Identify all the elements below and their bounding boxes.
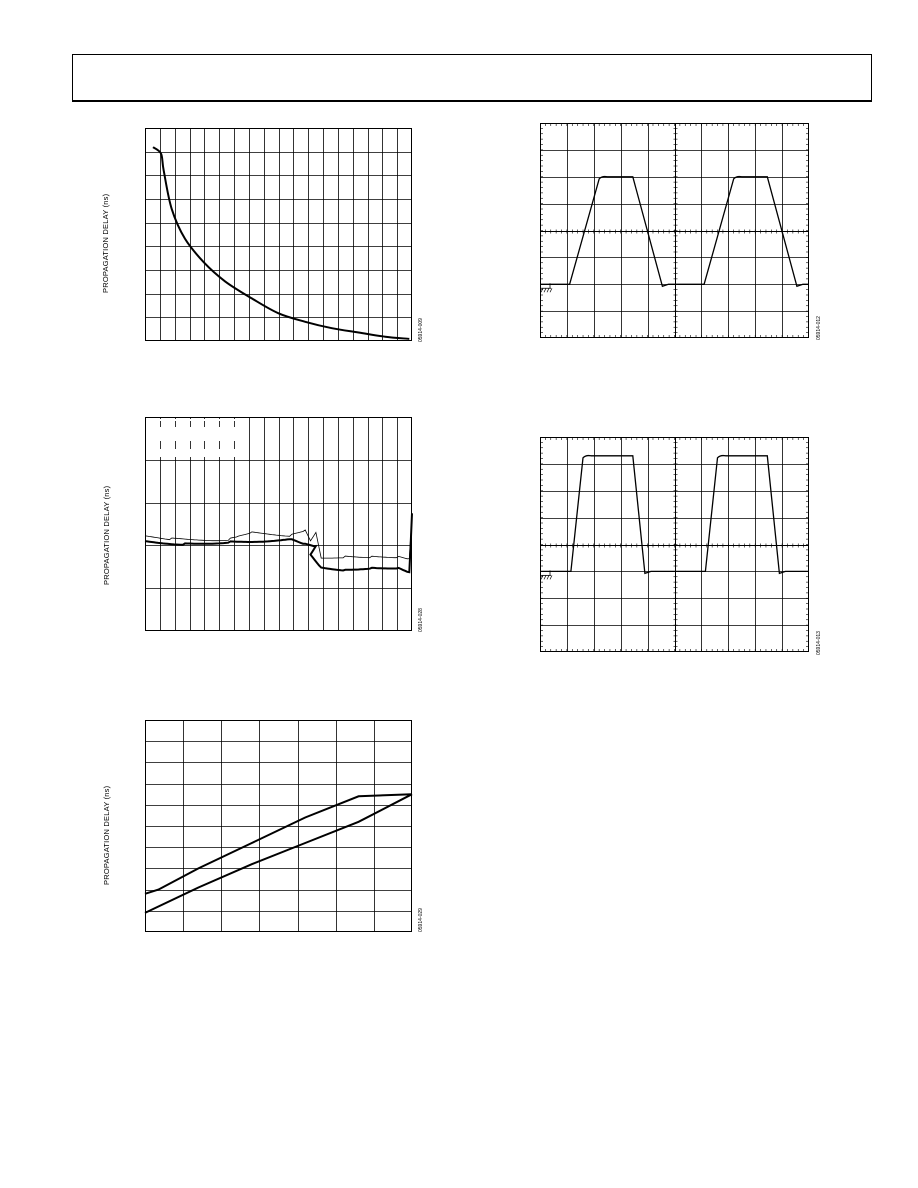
ground-icon-hatch: [546, 288, 550, 293]
series-line: [144, 793, 413, 914]
figure-number: 05914-012: [816, 316, 822, 340]
ground-icon-hatch: [549, 288, 553, 293]
chart-prop-delay-linear: [144, 720, 413, 932]
ground-icon-hatch: [549, 575, 553, 580]
plot-frame: [145, 720, 412, 932]
scope-chart-2: [540, 437, 809, 652]
page-header-box: [72, 54, 872, 102]
scope-chart-1: [540, 123, 809, 338]
y-axis-label: PROPAGATION DELAY (ns): [102, 785, 111, 885]
figure-number: 05914-009: [418, 318, 424, 342]
ground-icon: [540, 283, 553, 293]
y-axis-label: PROPAGATION DELAY (ns): [102, 485, 111, 585]
series-line: [144, 513, 413, 560]
plot-frame: [145, 128, 412, 341]
waveform-trace: [540, 175, 809, 288]
legend-area: [147, 419, 237, 457]
chart-prop-delay-curve: [145, 128, 412, 341]
y-axis-label: PROPAGATION DELAY (ns): [101, 193, 110, 293]
series-line: [144, 793, 413, 895]
figure-number: 05914-028: [418, 608, 424, 632]
ground-icon-hatch: [546, 575, 550, 580]
series-line: [152, 146, 410, 340]
ground-icon-hatch: [540, 575, 544, 580]
series-line: [144, 513, 413, 574]
figure-number: 05914-013: [816, 631, 822, 655]
waveform-trace: [540, 454, 809, 575]
ground-icon-hatch: [543, 288, 547, 293]
figure-number: 05914-029: [418, 908, 424, 932]
chart-prop-delay-noisy: [144, 417, 413, 631]
ground-icon: [540, 570, 553, 580]
ground-icon-hatch: [540, 288, 544, 293]
ground-icon-hatch: [543, 575, 547, 580]
